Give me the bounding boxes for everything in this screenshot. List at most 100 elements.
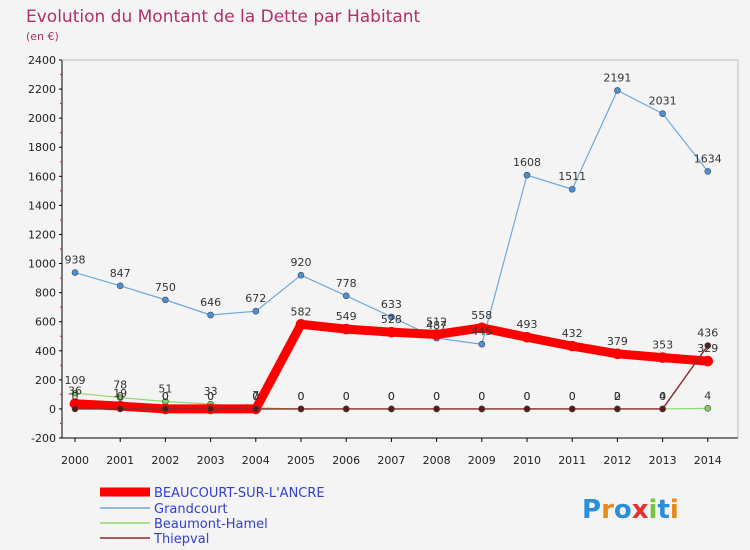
- data-label: 445: [471, 325, 492, 338]
- wordmark-letter: P: [582, 495, 601, 525]
- series-point: [704, 405, 712, 412]
- series-point: [71, 405, 79, 413]
- data-label: 78: [113, 379, 127, 392]
- legend: BEAUCOURT-SUR-L'ANCREGrandcourtBeaumont-…: [100, 486, 325, 547]
- wordmark-letter: x: [632, 495, 649, 525]
- data-label: 0: [298, 390, 305, 403]
- data-label: 109: [65, 374, 86, 387]
- data-label: 2191: [603, 71, 631, 84]
- data-label: 0: [117, 390, 124, 403]
- legend-label: Grandcourt: [154, 502, 228, 517]
- series-point: [566, 340, 578, 352]
- series-point: [252, 307, 260, 315]
- x-tick-label: 2005: [287, 454, 315, 467]
- series-point: [207, 311, 214, 319]
- data-label: 329: [697, 342, 718, 355]
- proxiti-wordmark: Proxiti: [582, 495, 679, 525]
- wordmark-letter: r: [601, 495, 614, 525]
- y-tick-label: 1400: [28, 199, 56, 212]
- data-label: 0: [478, 390, 485, 403]
- series-point: [478, 405, 486, 413]
- chart-title: Evolution du Montant de la Dette par Hab…: [26, 7, 421, 27]
- y-tick-label: 800: [35, 287, 56, 300]
- data-label: 920: [291, 256, 312, 269]
- data-label: 432: [562, 327, 583, 340]
- x-tick-label: 2014: [694, 454, 722, 467]
- x-tick-label: 2010: [513, 454, 541, 467]
- y-tick-label: 1600: [28, 170, 56, 183]
- wordmark-letter: o: [614, 495, 632, 525]
- data-label: 0: [162, 390, 169, 403]
- data-label: 0: [388, 390, 395, 403]
- axes: -200020040060080010001200140016001800200…: [28, 54, 739, 467]
- data-label: 4: [704, 389, 711, 402]
- series-point: [297, 271, 305, 279]
- data-label: 0: [207, 390, 214, 403]
- y-tick-label: 400: [35, 345, 56, 358]
- wordmark-letter: t: [657, 495, 669, 525]
- data-label: 0: [343, 390, 350, 403]
- series-point: [476, 322, 488, 334]
- series-point: [704, 168, 712, 175]
- data-label: 0: [388, 390, 395, 403]
- data-label: 487: [426, 319, 447, 332]
- wordmark-letter: i: [649, 495, 658, 525]
- data-label: 778: [336, 277, 357, 290]
- series-point: [388, 313, 395, 321]
- y-tick-label: -200: [31, 432, 56, 445]
- series-point: [116, 282, 124, 290]
- data-label: 4: [659, 390, 666, 403]
- proxiti-logo: Proxiti: [582, 495, 679, 525]
- series-point: [71, 389, 79, 397]
- data-label: 1634: [694, 152, 722, 165]
- series-point: [704, 342, 712, 349]
- data-label: 0: [478, 390, 485, 403]
- series-point: [659, 110, 666, 117]
- series-point: [295, 319, 307, 330]
- x-tick-label: 2007: [377, 454, 405, 467]
- data-label: 2: [614, 390, 621, 403]
- data-label: 51: [158, 383, 172, 396]
- y-tick-label: 2200: [28, 83, 56, 96]
- data-label: 33: [204, 385, 218, 398]
- series-point: [116, 405, 124, 413]
- x-tick-label: 2006: [332, 454, 360, 467]
- legend-label: BEAUCOURT-SUR-L'ANCRE: [154, 486, 325, 501]
- series-point: [523, 171, 531, 179]
- chart-subtitle: (en €): [26, 30, 59, 43]
- y-tick-label: 1000: [28, 258, 56, 271]
- data-label: 549: [336, 310, 357, 323]
- series-point: [340, 323, 352, 335]
- data-label: 512: [426, 315, 447, 328]
- data-label: 938: [65, 254, 86, 267]
- series-point: [523, 405, 531, 413]
- data-label: 672: [245, 292, 266, 305]
- series-point: [614, 87, 621, 94]
- x-tick-label: 2013: [649, 454, 677, 467]
- data-label: 847: [110, 267, 131, 280]
- series-point: [433, 405, 440, 413]
- series-point: [478, 340, 486, 348]
- data-label: 2031: [649, 95, 677, 108]
- y-tick-label: 2400: [28, 54, 56, 67]
- series-point: [162, 296, 169, 304]
- y-tick-label: 2000: [28, 112, 56, 125]
- data-label: 582: [291, 305, 312, 318]
- series-point: [342, 292, 350, 300]
- x-tick-label: 2000: [61, 454, 89, 467]
- x-tick-label: 2002: [151, 454, 179, 467]
- y-tick-label: 200: [35, 374, 56, 387]
- data-label: 750: [155, 281, 176, 294]
- y-tick-label: 0: [49, 403, 56, 416]
- data-label: 379: [607, 335, 628, 348]
- data-label: 0: [433, 390, 440, 403]
- series-layer: [69, 87, 714, 415]
- series-point: [568, 185, 576, 193]
- series-point: [162, 405, 169, 413]
- data-label: 0: [207, 390, 214, 403]
- data-label: 0: [659, 390, 666, 403]
- data-label: 36: [68, 385, 82, 398]
- data-label: 1511: [558, 170, 586, 183]
- data-label: 0: [614, 390, 621, 403]
